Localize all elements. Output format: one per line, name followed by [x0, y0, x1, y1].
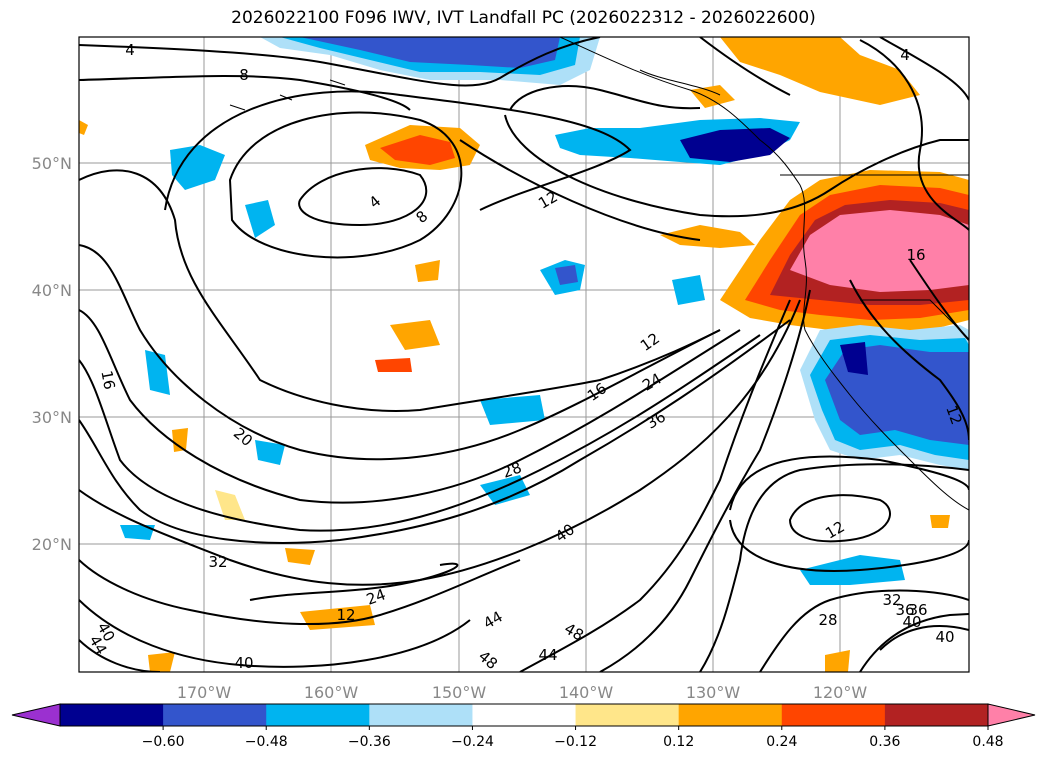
lon-tick-label: 160°W — [304, 683, 359, 702]
lon-tick-labels: 170°W 160°W 150°W 140°W 130°W 120°W — [177, 683, 868, 702]
contour-label: 8 — [239, 66, 249, 84]
lon-tick-label: 150°W — [432, 683, 487, 702]
colorbar-tick-label: 0.12 — [663, 734, 694, 750]
colorbar-segment — [678, 704, 783, 726]
colorbar-tick-label: −0.36 — [348, 734, 391, 750]
colorbar-segment — [369, 704, 473, 726]
colorbar-extend-max — [987, 703, 1036, 727]
contour-label: 32 — [208, 553, 227, 571]
colorbar-segment — [781, 704, 886, 726]
contour-label: 44 — [538, 646, 557, 664]
shaded-anomaly-fields — [79, 37, 969, 672]
colorbar: −0.60 −0.48 −0.36 −0.24 −0.12 0.12 0.24 0.36 0.4… — [11, 703, 1036, 750]
lat-tick-label: 50°N — [32, 154, 72, 173]
contour-label: 36 — [895, 601, 914, 619]
contour-label: 12 — [942, 403, 965, 427]
contour-label: 36 — [908, 601, 927, 619]
contour-label: 28 — [500, 458, 524, 481]
colorbar-tick-label: 0.36 — [869, 734, 900, 750]
contour-label: 16 — [97, 369, 118, 391]
contour-label: 16 — [906, 246, 925, 264]
lon-tick-label: 170°W — [177, 683, 232, 702]
colorbar-segment — [575, 704, 680, 726]
contour-label: 32 — [882, 591, 901, 609]
contour-label: 4 — [125, 41, 135, 59]
colorbar-segment — [884, 704, 989, 726]
colorbar-extend-min — [11, 703, 61, 727]
colorbar-segment — [472, 704, 577, 726]
colorbar-outline — [59, 703, 989, 727]
iwv-contours — [79, 37, 969, 672]
colorbar-tick-label: 0.48 — [972, 734, 1003, 750]
contour-label: 4 — [900, 46, 910, 64]
contour-label: 40 — [234, 654, 253, 672]
colorbar-segment — [163, 704, 267, 726]
lat-tick-label: 40°N — [32, 281, 72, 300]
lon-tick-label: 140°W — [559, 683, 614, 702]
colorbar-tick-label: −0.48 — [245, 734, 288, 750]
lon-tick-label: 120°W — [813, 683, 868, 702]
colorbar-segment — [60, 704, 164, 726]
contour-label: 40 — [902, 613, 921, 631]
colorbar-tick-label: −0.24 — [451, 734, 494, 750]
contour-label: 28 — [818, 611, 837, 629]
colorbar-tick-label: 0.24 — [766, 734, 797, 750]
coastlines — [229, 37, 969, 511]
lat-tick-label: 20°N — [32, 535, 72, 554]
colorbar-tick-label: −0.60 — [142, 734, 185, 750]
colorbar-segment — [266, 704, 370, 726]
map-frame — [78, 36, 970, 673]
contour-label: 12 — [336, 606, 355, 624]
lat-tick-labels: 50°N 40°N 30°N 20°N — [32, 154, 72, 554]
contour-label: 24 — [364, 585, 388, 608]
colorbar-tick-label: −0.12 — [554, 734, 597, 750]
lon-tick-label: 130°W — [686, 683, 741, 702]
contour-label: 40 — [935, 628, 954, 646]
lat-tick-label: 30°N — [32, 408, 72, 427]
map-title: 2026022100 F096 IWV, IVT Landfall PC (20… — [231, 8, 816, 28]
